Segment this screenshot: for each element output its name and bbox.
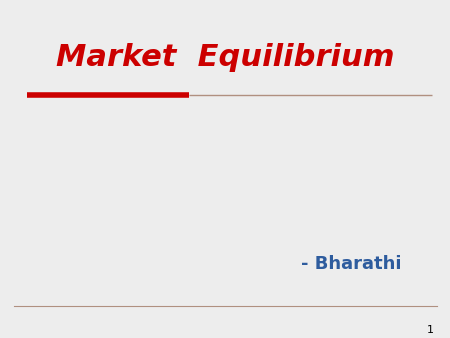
- Text: 1: 1: [427, 324, 434, 335]
- Text: Market  Equilibrium: Market Equilibrium: [56, 43, 394, 72]
- Text: - Bharathi: - Bharathi: [301, 255, 401, 273]
